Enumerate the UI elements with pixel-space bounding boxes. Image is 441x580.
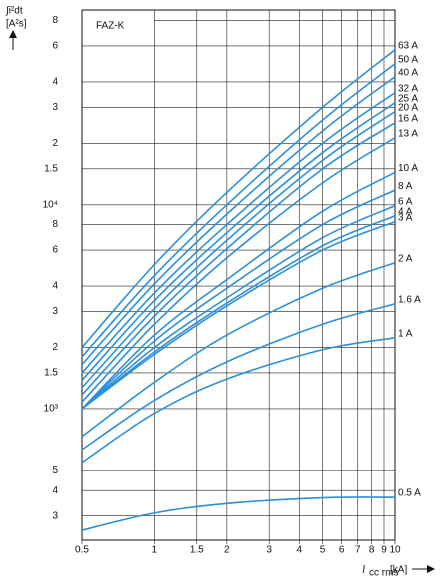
- x-arrow-head: [427, 565, 435, 573]
- y-tick-label: 10³: [44, 404, 59, 415]
- curve: [81, 220, 396, 410]
- chart-title: FAZ-K: [96, 21, 125, 32]
- x-tick-label: 6: [339, 545, 345, 556]
- x-tick-label: 8: [369, 545, 375, 556]
- curve: [81, 262, 396, 438]
- curve: [81, 337, 396, 464]
- y-axis-label: ∫i²dt: [5, 6, 23, 17]
- series-label: 3 A: [398, 212, 413, 223]
- curve: [81, 63, 396, 358]
- series-label: 2 A: [398, 253, 413, 264]
- series-label: 8 A: [398, 181, 413, 192]
- curve: [81, 102, 396, 381]
- y-tick-label: 3: [52, 306, 58, 317]
- x-tick-label: 10: [389, 545, 401, 556]
- series-label: 16 A: [398, 113, 418, 124]
- curve: [81, 496, 396, 531]
- y-tick-label: 1.5: [44, 163, 58, 174]
- curve: [81, 49, 396, 349]
- plot-frame: [81, 9, 396, 541]
- y-tick-label: 6: [52, 245, 58, 256]
- y-tick-label: 2: [52, 342, 58, 353]
- x-axis-sub: cc rms: [369, 568, 398, 579]
- y-tick-label: 4: [52, 77, 58, 88]
- y-tick-label: 1.5: [44, 368, 58, 379]
- y-tick-label: 3: [52, 510, 58, 521]
- series-label: 40 A: [398, 67, 418, 78]
- x-axis-label: I: [361, 564, 366, 575]
- y-tick-label: 8: [52, 15, 58, 26]
- series-label: 13 A: [398, 128, 418, 139]
- curve: [81, 215, 396, 410]
- x-tick-label: 9: [381, 545, 387, 556]
- series-label: 63 A: [398, 40, 418, 51]
- y-tick-label: 5: [52, 465, 58, 476]
- x-tick-label: 2: [224, 545, 230, 556]
- x-tick-label: 5: [320, 545, 326, 556]
- curve: [81, 76, 396, 366]
- x-tick-label: 3: [266, 545, 272, 556]
- y-tick-label: 2: [52, 138, 58, 149]
- curve: [81, 303, 396, 451]
- curve: [81, 205, 396, 410]
- y-tick-label: 6: [52, 41, 58, 52]
- x-axis-unit: [kA]: [390, 565, 407, 576]
- series-label: 50 A: [398, 55, 418, 66]
- x-tick-label: 1.5: [190, 545, 204, 556]
- series-label: 20 A: [398, 102, 418, 113]
- y-tick-label: 3: [52, 102, 58, 113]
- y-axis-unit: [A²s]: [6, 19, 27, 30]
- series-label: 6 A: [398, 196, 413, 207]
- curve: [81, 122, 396, 396]
- series-label: 4 A: [398, 206, 413, 217]
- y-tick-label: 10⁴: [43, 199, 58, 210]
- x-tick-label: 0.5: [75, 545, 89, 556]
- series-label: 1 A: [398, 328, 413, 339]
- x-tick-label: 1: [152, 545, 158, 556]
- y-tick-label: 4: [52, 485, 58, 496]
- y-tick-label: 8: [52, 219, 58, 230]
- series-label: 10 A: [398, 163, 418, 174]
- curve: [81, 171, 396, 410]
- series-label: 25 A: [398, 93, 418, 104]
- curve: [81, 110, 396, 389]
- series-label: 0.5 A: [398, 488, 421, 499]
- curve: [81, 137, 396, 403]
- y-tick-label: 4: [52, 281, 58, 292]
- series-label: 1.6 A: [398, 295, 421, 306]
- title-box: [82, 10, 154, 41]
- curve: [81, 189, 396, 410]
- curve: [81, 92, 396, 374]
- y-arrow-head: [9, 30, 17, 38]
- x-tick-label: 4: [296, 545, 302, 556]
- x-tick-label: 7: [355, 545, 361, 556]
- series-label: 32 A: [398, 83, 418, 94]
